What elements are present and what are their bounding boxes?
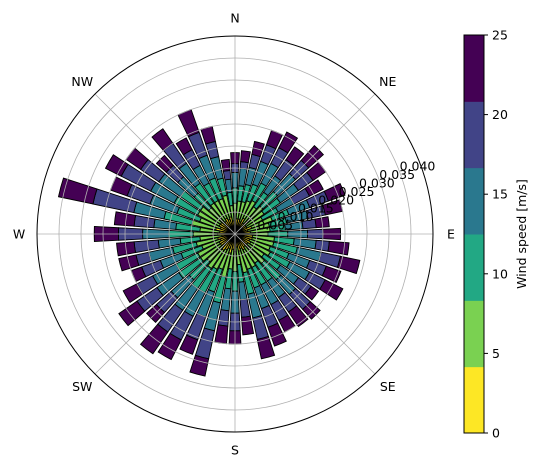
bar-segment-ne-2-bin-5 xyxy=(285,146,305,167)
bar-segment-sse-1-bin-5 xyxy=(267,322,287,347)
compass-label-s: S xyxy=(231,443,239,458)
bar-segment-ese-0-bin-5 xyxy=(319,279,344,301)
bar-segment-nnw-2-bin-5 xyxy=(175,137,193,156)
compass-label-nw: NW xyxy=(71,74,93,89)
bar-segment-sw-2-bin-5 xyxy=(139,323,169,355)
colorbar: 0 5 10 15 20 25 Wind speed [m/s] xyxy=(463,28,529,441)
bar-segment-w-0-bin-4 xyxy=(133,214,156,229)
radial-tick-label-5: 0.030 xyxy=(359,175,395,190)
compass-label-sw: SW xyxy=(72,379,92,394)
radial-tick-label-6: 0.035 xyxy=(379,167,415,182)
colorbar-frame xyxy=(463,34,485,434)
colorbar-tick-label-4: 20 xyxy=(492,107,508,122)
angular-gridline-5 xyxy=(94,233,236,375)
angular-gridline-1 xyxy=(234,93,376,235)
compass-label-n: N xyxy=(230,11,239,26)
bar-segment-ese-1-bin-5 xyxy=(321,265,342,284)
bar-segment-s-2-bin-4 xyxy=(239,298,251,318)
angular-gridline-3 xyxy=(94,93,236,235)
bar-segment-wnw-0-bin-5 xyxy=(104,154,129,177)
bar-segment-sse-0-bin-5 xyxy=(256,335,276,360)
compass-label-w: W xyxy=(13,227,25,242)
angular-gridline-7 xyxy=(234,233,376,375)
compass-labels: N NE E SE S SW W NW xyxy=(13,11,455,458)
radial-tick-label-4: 0.025 xyxy=(339,184,375,199)
bar-segment-ssw-2-bin-5 xyxy=(189,354,210,377)
colorbar-tick-label-1: 5 xyxy=(492,346,500,361)
colorbar-segment-2 xyxy=(464,234,484,301)
bar-segment-se-2-bin-5 xyxy=(304,285,320,301)
bar-segment-s-2-bin-5 xyxy=(240,315,255,336)
compass-label-ne: NE xyxy=(379,74,396,89)
colorbar-tick-label-2: 10 xyxy=(492,266,508,281)
bar-segment-s-0-bin-5 xyxy=(214,324,229,345)
radial-tick-label-7: 0.040 xyxy=(400,159,436,174)
bar-segment-ese-2-bin-5 xyxy=(336,255,361,275)
colorbar-segment-5 xyxy=(464,35,484,102)
colorbar-tick-label-5: 25 xyxy=(492,28,508,43)
bar-segment-n-2-bin-4 xyxy=(222,169,232,181)
bar-segment-nne-0-bin-5 xyxy=(278,131,299,154)
bar-segment-ene-1-bin-5 xyxy=(323,183,346,202)
colorbar-segment-4 xyxy=(464,101,484,169)
bar-segment-sw-0-bin-5 xyxy=(118,300,146,327)
bar-segment-e-0-bin-5 xyxy=(327,240,350,256)
compass-label-e: E xyxy=(447,227,455,242)
colorbar-tick-label-3: 15 xyxy=(492,187,508,202)
polar-grid xyxy=(36,35,434,433)
bar-segment-s-0-bin-4 xyxy=(217,309,230,327)
bar-segment-w-0-bin-5 xyxy=(113,211,137,227)
colorbar-tick-label-0: 0 xyxy=(492,426,500,441)
bar-segment-ssw-1-bin-5 xyxy=(179,334,199,355)
colorbar-label: Wind speed [m/s] xyxy=(514,179,529,289)
radial-tick-label-2: 0.015 xyxy=(298,201,334,216)
bar-segment-ssw-0-bin-5 xyxy=(157,332,182,361)
compass-label-se: SE xyxy=(380,379,396,394)
colorbar-segment-3 xyxy=(464,167,484,235)
colorbar-segment-0 xyxy=(464,366,484,434)
colorbar-segment-1 xyxy=(464,300,484,368)
radial-tick-label-0: 0.005 xyxy=(257,218,293,233)
bar-segment-n-0-bin-5 xyxy=(240,150,251,164)
radial-tick-label-3: 0.020 xyxy=(318,192,354,207)
polar-frame xyxy=(36,35,434,433)
radial-tick-label-1: 0.010 xyxy=(278,209,314,224)
bar-segment-se-0-bin-5 xyxy=(287,305,309,328)
bar-segment-wnw-2-bin-5 xyxy=(57,177,98,205)
bar-segment-ene-2-bin-5 xyxy=(304,179,324,197)
